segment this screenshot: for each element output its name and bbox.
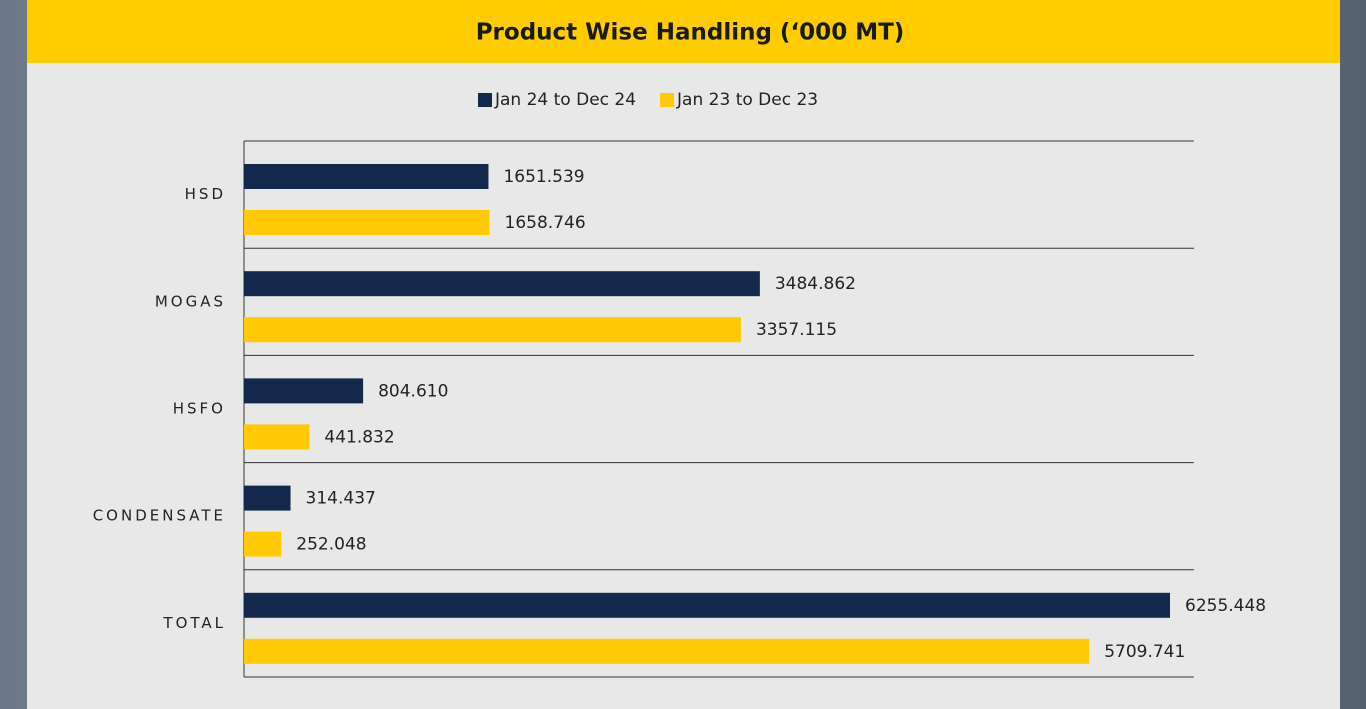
legend-label: Jan 24 to Dec 24 <box>494 90 636 110</box>
category-label: HSD <box>185 185 226 203</box>
bar <box>244 532 281 557</box>
bar <box>244 639 1089 664</box>
value-label: 3484.862 <box>775 274 856 294</box>
value-label: 252.048 <box>296 535 366 555</box>
bar <box>244 378 363 403</box>
bar <box>244 317 741 342</box>
page: Product Wise Handling (‘000 MT) Jan 24 t… <box>0 0 1366 709</box>
category-label: HSFO <box>173 400 226 418</box>
value-label: 441.832 <box>324 427 394 447</box>
bar <box>244 210 490 235</box>
bar <box>244 271 760 296</box>
bar <box>244 424 309 449</box>
bar <box>244 486 291 511</box>
legend-swatch <box>660 93 674 107</box>
value-label: 6255.448 <box>1185 596 1266 616</box>
value-label: 5709.741 <box>1104 642 1185 662</box>
bar <box>244 164 488 189</box>
bar <box>244 593 1170 618</box>
chart: Product Wise Handling (‘000 MT) Jan 24 t… <box>0 0 1366 709</box>
chart-title: Product Wise Handling (‘000 MT) <box>476 20 905 46</box>
value-label: 804.610 <box>378 381 448 401</box>
value-label: 1658.746 <box>505 213 586 233</box>
value-label: 314.437 <box>306 489 376 509</box>
category-label: TOTAL <box>162 614 226 632</box>
legend-swatch <box>478 93 492 107</box>
category-label: CONDENSATE <box>93 507 226 525</box>
category-label: MOGAS <box>155 292 226 310</box>
value-label: 1651.539 <box>503 167 584 187</box>
legend-label: Jan 23 to Dec 23 <box>676 90 818 110</box>
value-label: 3357.115 <box>756 320 837 340</box>
